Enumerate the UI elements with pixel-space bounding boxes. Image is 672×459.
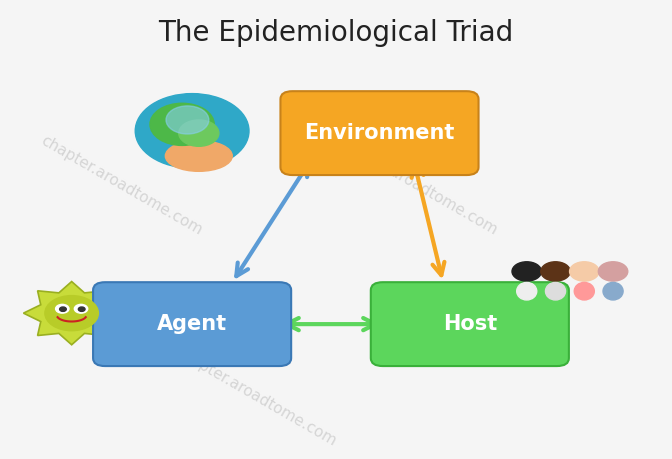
Circle shape (512, 262, 542, 281)
Circle shape (541, 262, 571, 281)
Circle shape (45, 296, 98, 331)
Text: chapter.aroadtome.com: chapter.aroadtome.com (333, 134, 500, 238)
Text: Host: Host (443, 314, 497, 334)
Circle shape (135, 94, 249, 168)
FancyBboxPatch shape (280, 91, 478, 175)
Polygon shape (24, 281, 120, 345)
Text: chapter.aroadtome.com: chapter.aroadtome.com (38, 134, 205, 238)
Circle shape (570, 262, 599, 281)
Circle shape (56, 304, 69, 313)
FancyBboxPatch shape (371, 282, 569, 366)
Text: Environment: Environment (304, 123, 455, 143)
Circle shape (150, 103, 214, 146)
Text: The Epidemiological Triad: The Epidemiological Triad (159, 19, 513, 47)
Ellipse shape (517, 282, 537, 300)
Ellipse shape (165, 140, 233, 171)
Ellipse shape (546, 282, 566, 300)
FancyBboxPatch shape (93, 282, 291, 366)
Circle shape (60, 307, 67, 311)
Circle shape (598, 262, 628, 281)
Text: chapter.aroadtome.com: chapter.aroadtome.com (172, 344, 339, 449)
Ellipse shape (575, 282, 594, 300)
Circle shape (79, 307, 85, 311)
Text: Agent: Agent (157, 314, 227, 334)
Ellipse shape (603, 282, 623, 300)
Circle shape (75, 304, 88, 313)
Circle shape (166, 106, 209, 134)
Circle shape (179, 120, 219, 146)
